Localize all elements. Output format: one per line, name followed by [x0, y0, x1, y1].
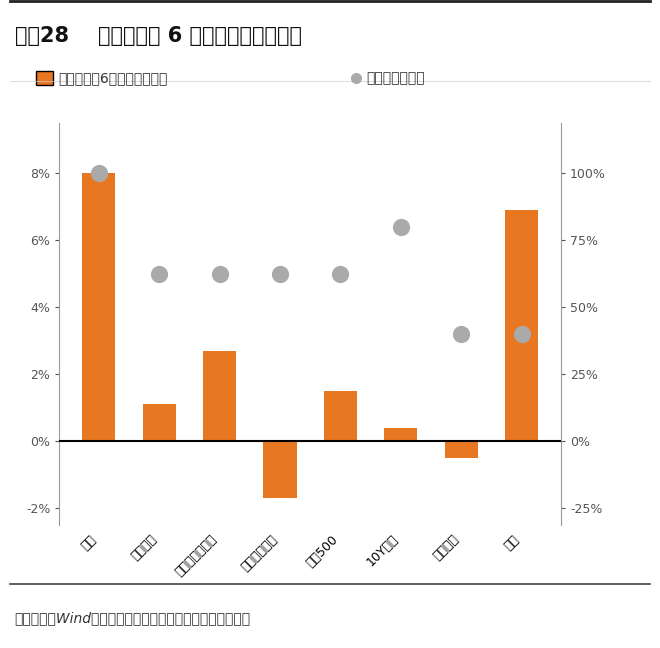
Text: 图表28    降息开启后 6 个月内黄金明显占优: 图表28 降息开启后 6 个月内黄金明显占优	[15, 27, 302, 46]
Point	[456, 329, 467, 340]
Bar	[203, 351, 236, 441]
Bar	[445, 441, 478, 458]
Text: 资料来源：Wind，平安证券研究所；注：美债是绝对值变动: 资料来源：Wind，平安证券研究所；注：美债是绝对值变动	[15, 612, 251, 625]
Text: 开启降息后6个月平均收益率: 开启降息后6个月平均收益率	[58, 71, 168, 85]
Point	[94, 168, 104, 179]
Point	[395, 222, 406, 232]
Point	[275, 268, 285, 279]
Bar	[82, 174, 116, 441]
Text: 历史胜率（右）: 历史胜率（右）	[366, 71, 425, 85]
Bar	[143, 404, 176, 441]
Point	[154, 268, 164, 279]
Point	[214, 268, 225, 279]
Bar	[324, 391, 357, 441]
Bar	[384, 428, 417, 441]
Point	[516, 329, 527, 340]
FancyBboxPatch shape	[36, 71, 53, 85]
Bar	[263, 441, 296, 498]
Bar	[505, 210, 538, 441]
Point	[335, 268, 346, 279]
